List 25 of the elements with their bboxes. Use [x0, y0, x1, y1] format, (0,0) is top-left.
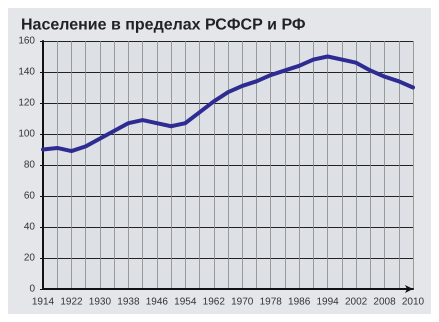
x-tick-label: 1930 — [88, 296, 112, 308]
x-tick-label: 1978 — [260, 296, 282, 308]
y-tick-label: 80 — [24, 160, 36, 170]
y-tick-label: 60 — [24, 190, 36, 202]
x-tick-label: 2010 — [402, 296, 425, 308]
y-tick-label: 40 — [24, 222, 36, 232]
x-tick-label: 1962 — [202, 296, 226, 308]
chart-title: Население в пределах РСФСР и РФ — [21, 16, 306, 34]
x-tick-label: 2008 — [373, 296, 396, 308]
x-tick-label: 1970 — [231, 296, 254, 308]
y-tick-label: 100 — [18, 128, 36, 140]
x-tick-label: 1994 — [316, 296, 340, 308]
x-tick-label: 1938 — [117, 296, 140, 308]
y-tick-label: 20 — [24, 252, 36, 264]
x-tick-label: 1914 — [32, 296, 55, 308]
x-tick-label: 1986 — [288, 296, 311, 308]
x-tick-label: 1946 — [146, 296, 168, 308]
y-tick-label: 160 — [18, 36, 36, 46]
x-tick-label: 1954 — [174, 296, 197, 308]
y-tick-label: 120 — [18, 98, 36, 108]
x-tick-label: 1922 — [60, 296, 84, 308]
x-tick-label: 2002 — [344, 296, 368, 308]
y-tick-label: 140 — [18, 66, 36, 78]
line-series — [41, 54, 415, 154]
y-tick-label: 0 — [29, 284, 36, 294]
